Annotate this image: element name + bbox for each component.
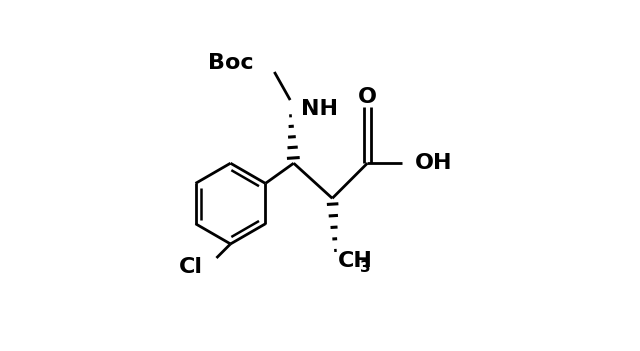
Text: OH: OH: [415, 153, 452, 173]
Text: Boc: Boc: [208, 53, 253, 73]
Text: Cl: Cl: [179, 257, 202, 277]
Text: O: O: [358, 87, 377, 106]
Text: NH: NH: [301, 99, 338, 119]
Text: 3: 3: [360, 260, 371, 275]
Text: CH: CH: [337, 252, 372, 271]
